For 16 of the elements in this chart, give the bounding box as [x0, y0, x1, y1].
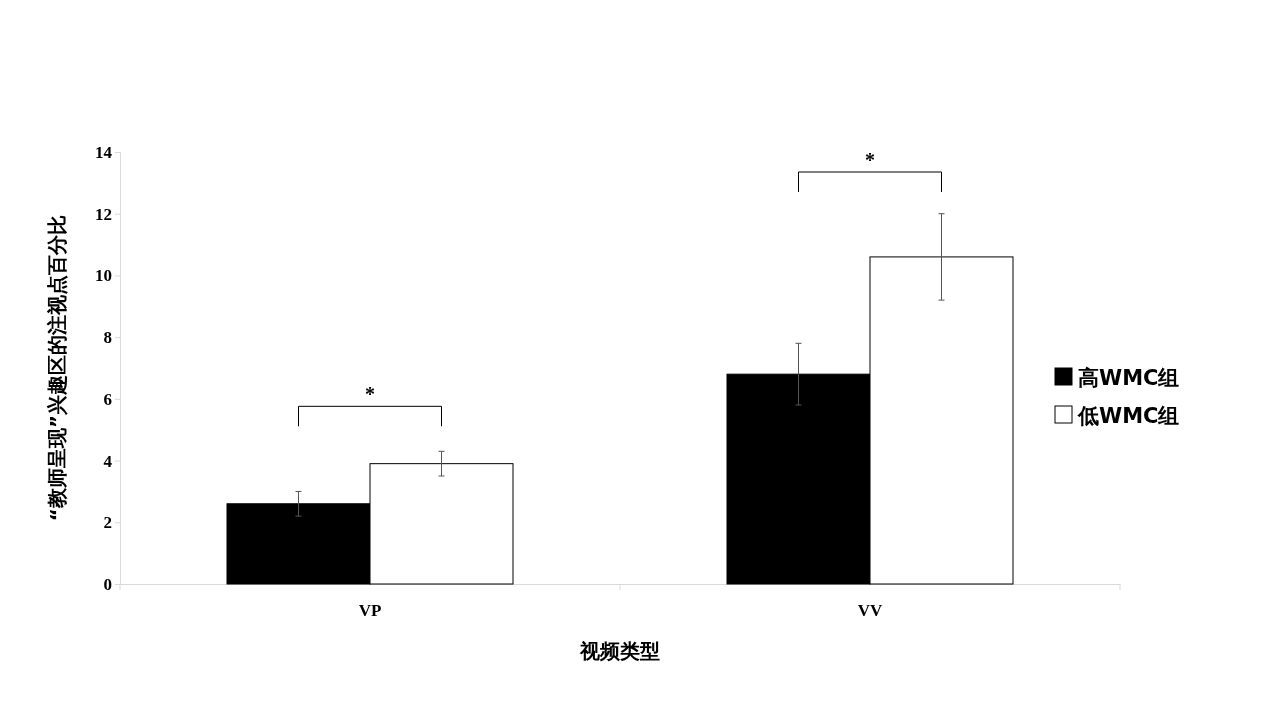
x-tick-label: VP	[358, 601, 382, 621]
annotation: *	[365, 383, 375, 406]
y-axis-title: “教师呈现”兴趣区的注视点百分比	[45, 214, 69, 522]
y-tick-label: 8	[103, 328, 112, 348]
legend-label: 低WMC组	[1077, 404, 1180, 428]
y-tick-label: 0	[103, 574, 112, 594]
y-tick-label: 4	[103, 451, 113, 471]
y-tick-label: 10	[95, 266, 112, 286]
annotation: *	[865, 149, 875, 171]
x-axis-title: 视频类型	[579, 639, 660, 663]
y-tick-label: 6	[103, 389, 112, 409]
y-tick-label: 12	[95, 204, 112, 224]
y-tick-label: 2	[103, 513, 112, 533]
y-tick-label: 14	[95, 142, 113, 162]
x-tick-label: VV	[857, 601, 883, 621]
legend-label: 高WMC组	[1078, 366, 1180, 390]
